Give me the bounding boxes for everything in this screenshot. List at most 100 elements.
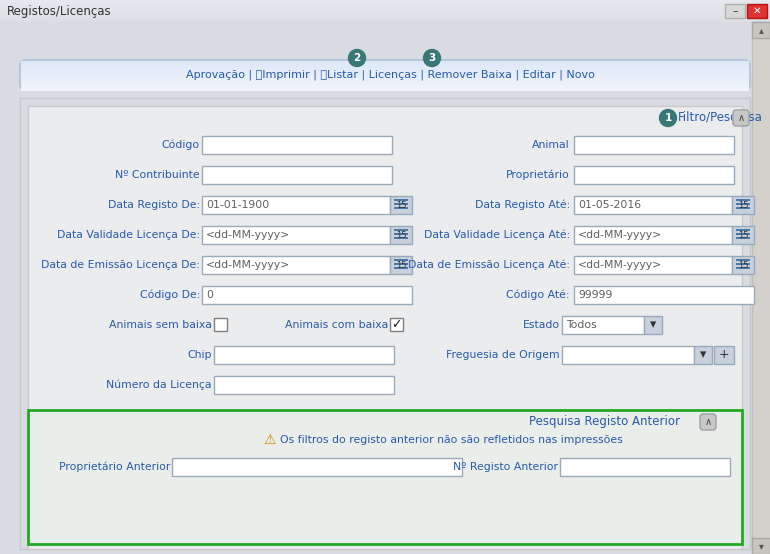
Bar bbox=[202, 136, 392, 154]
Bar bbox=[736, 203, 750, 205]
Bar bbox=[714, 346, 734, 364]
Bar bbox=[644, 316, 662, 334]
Bar bbox=[21, 73, 749, 74]
Text: Data Validade Licença Até:: Data Validade Licença Até: bbox=[424, 230, 570, 240]
Bar bbox=[0, 10, 770, 11]
Text: Registos/Licenças: Registos/Licenças bbox=[7, 4, 112, 18]
Text: Código Até:: Código Até: bbox=[507, 290, 570, 300]
Bar bbox=[202, 166, 392, 184]
Bar bbox=[214, 376, 394, 394]
Text: ▾: ▾ bbox=[700, 348, 706, 362]
Text: 15: 15 bbox=[738, 201, 748, 209]
Bar bbox=[0, 3, 770, 4]
Text: ▾: ▾ bbox=[758, 541, 763, 551]
Bar bbox=[21, 77, 749, 78]
Bar bbox=[21, 84, 749, 85]
Text: ∧: ∧ bbox=[738, 113, 745, 123]
Circle shape bbox=[659, 110, 677, 126]
Text: Código: Código bbox=[162, 140, 200, 150]
Bar bbox=[21, 90, 749, 91]
Text: 1: 1 bbox=[665, 113, 671, 123]
Bar bbox=[394, 233, 408, 235]
Bar bbox=[562, 346, 694, 364]
Text: <dd-MM-yyyy>: <dd-MM-yyyy> bbox=[578, 260, 662, 270]
Bar bbox=[574, 136, 734, 154]
Bar bbox=[394, 199, 408, 201]
Bar bbox=[21, 81, 749, 82]
Text: Pesquisa Registo Anterior: Pesquisa Registo Anterior bbox=[529, 416, 680, 428]
Text: Estado: Estado bbox=[523, 320, 560, 330]
Bar bbox=[394, 203, 408, 205]
Bar bbox=[0, 6, 770, 7]
Bar bbox=[21, 66, 749, 67]
Text: Nº Contribuinte: Nº Contribuinte bbox=[116, 170, 200, 180]
Bar bbox=[0, 14, 770, 15]
Text: 15: 15 bbox=[396, 201, 407, 209]
Bar bbox=[21, 62, 749, 63]
Bar bbox=[202, 226, 390, 244]
Text: –: – bbox=[732, 6, 738, 16]
Bar bbox=[0, 12, 770, 13]
Text: 99999: 99999 bbox=[578, 290, 612, 300]
FancyBboxPatch shape bbox=[700, 414, 716, 430]
Bar bbox=[21, 72, 749, 73]
Bar bbox=[694, 346, 712, 364]
Bar bbox=[560, 458, 730, 476]
Text: 0: 0 bbox=[206, 290, 213, 300]
Bar bbox=[732, 226, 754, 244]
Bar bbox=[0, 16, 770, 17]
Text: Data Registo De:: Data Registo De: bbox=[108, 200, 200, 210]
Text: Proprietário: Proprietário bbox=[506, 170, 570, 180]
Bar bbox=[28, 410, 742, 544]
Bar bbox=[394, 229, 408, 231]
Text: <dd-MM-yyyy>: <dd-MM-yyyy> bbox=[206, 230, 290, 240]
Text: Animal: Animal bbox=[532, 140, 570, 150]
Bar bbox=[21, 88, 749, 89]
Text: Nº Registo Anterior: Nº Registo Anterior bbox=[453, 462, 558, 472]
Bar bbox=[21, 63, 749, 64]
Text: Os filtros do registo anterior não são refletidos nas impressões: Os filtros do registo anterior não são r… bbox=[280, 435, 623, 445]
Bar bbox=[21, 82, 749, 83]
Bar bbox=[21, 85, 749, 86]
Text: ▴: ▴ bbox=[758, 25, 763, 35]
Bar bbox=[21, 78, 749, 79]
Bar bbox=[214, 346, 394, 364]
FancyBboxPatch shape bbox=[733, 110, 749, 126]
Bar bbox=[752, 22, 770, 38]
Text: Número da Licença: Número da Licença bbox=[106, 379, 212, 390]
Bar bbox=[202, 196, 390, 214]
Text: Data Registo Até:: Data Registo Até: bbox=[475, 200, 570, 211]
Bar bbox=[21, 80, 749, 81]
Text: 01-01-1900: 01-01-1900 bbox=[206, 200, 270, 210]
Bar bbox=[736, 229, 750, 231]
Bar bbox=[21, 64, 749, 65]
Bar bbox=[574, 286, 754, 304]
Bar bbox=[21, 83, 749, 84]
Text: Freguesia de Origem: Freguesia de Origem bbox=[447, 350, 560, 360]
Text: Animais com baixa: Animais com baixa bbox=[285, 320, 388, 330]
Bar bbox=[574, 166, 734, 184]
Bar bbox=[725, 4, 745, 18]
Bar bbox=[21, 74, 749, 75]
Text: Código De:: Código De: bbox=[139, 290, 200, 300]
Text: 15: 15 bbox=[396, 230, 407, 239]
Text: <dd-MM-yyyy>: <dd-MM-yyyy> bbox=[578, 230, 662, 240]
Text: Aprovação | ⎙Imprimir | ⎙Listar | Licenças | Remover Baixa | Editar | Novo: Aprovação | ⎙Imprimir | ⎙Listar | Licenç… bbox=[186, 70, 594, 80]
Bar bbox=[0, 15, 770, 16]
Bar bbox=[0, 20, 770, 21]
Bar bbox=[0, 18, 770, 19]
Circle shape bbox=[349, 49, 366, 66]
Text: Animais sem baixa: Animais sem baixa bbox=[109, 320, 212, 330]
Bar bbox=[21, 76, 749, 77]
Bar bbox=[736, 233, 750, 235]
Bar bbox=[0, 19, 770, 20]
Bar bbox=[21, 65, 749, 66]
Bar bbox=[214, 318, 227, 331]
Bar bbox=[21, 89, 749, 90]
Text: Proprietário Anterior: Proprietário Anterior bbox=[59, 461, 170, 472]
Text: 15: 15 bbox=[396, 260, 407, 269]
Text: ⚠: ⚠ bbox=[264, 433, 276, 447]
Bar bbox=[736, 259, 750, 261]
Text: Data de Emissão Licença De:: Data de Emissão Licença De: bbox=[41, 260, 200, 270]
Bar bbox=[574, 256, 732, 274]
